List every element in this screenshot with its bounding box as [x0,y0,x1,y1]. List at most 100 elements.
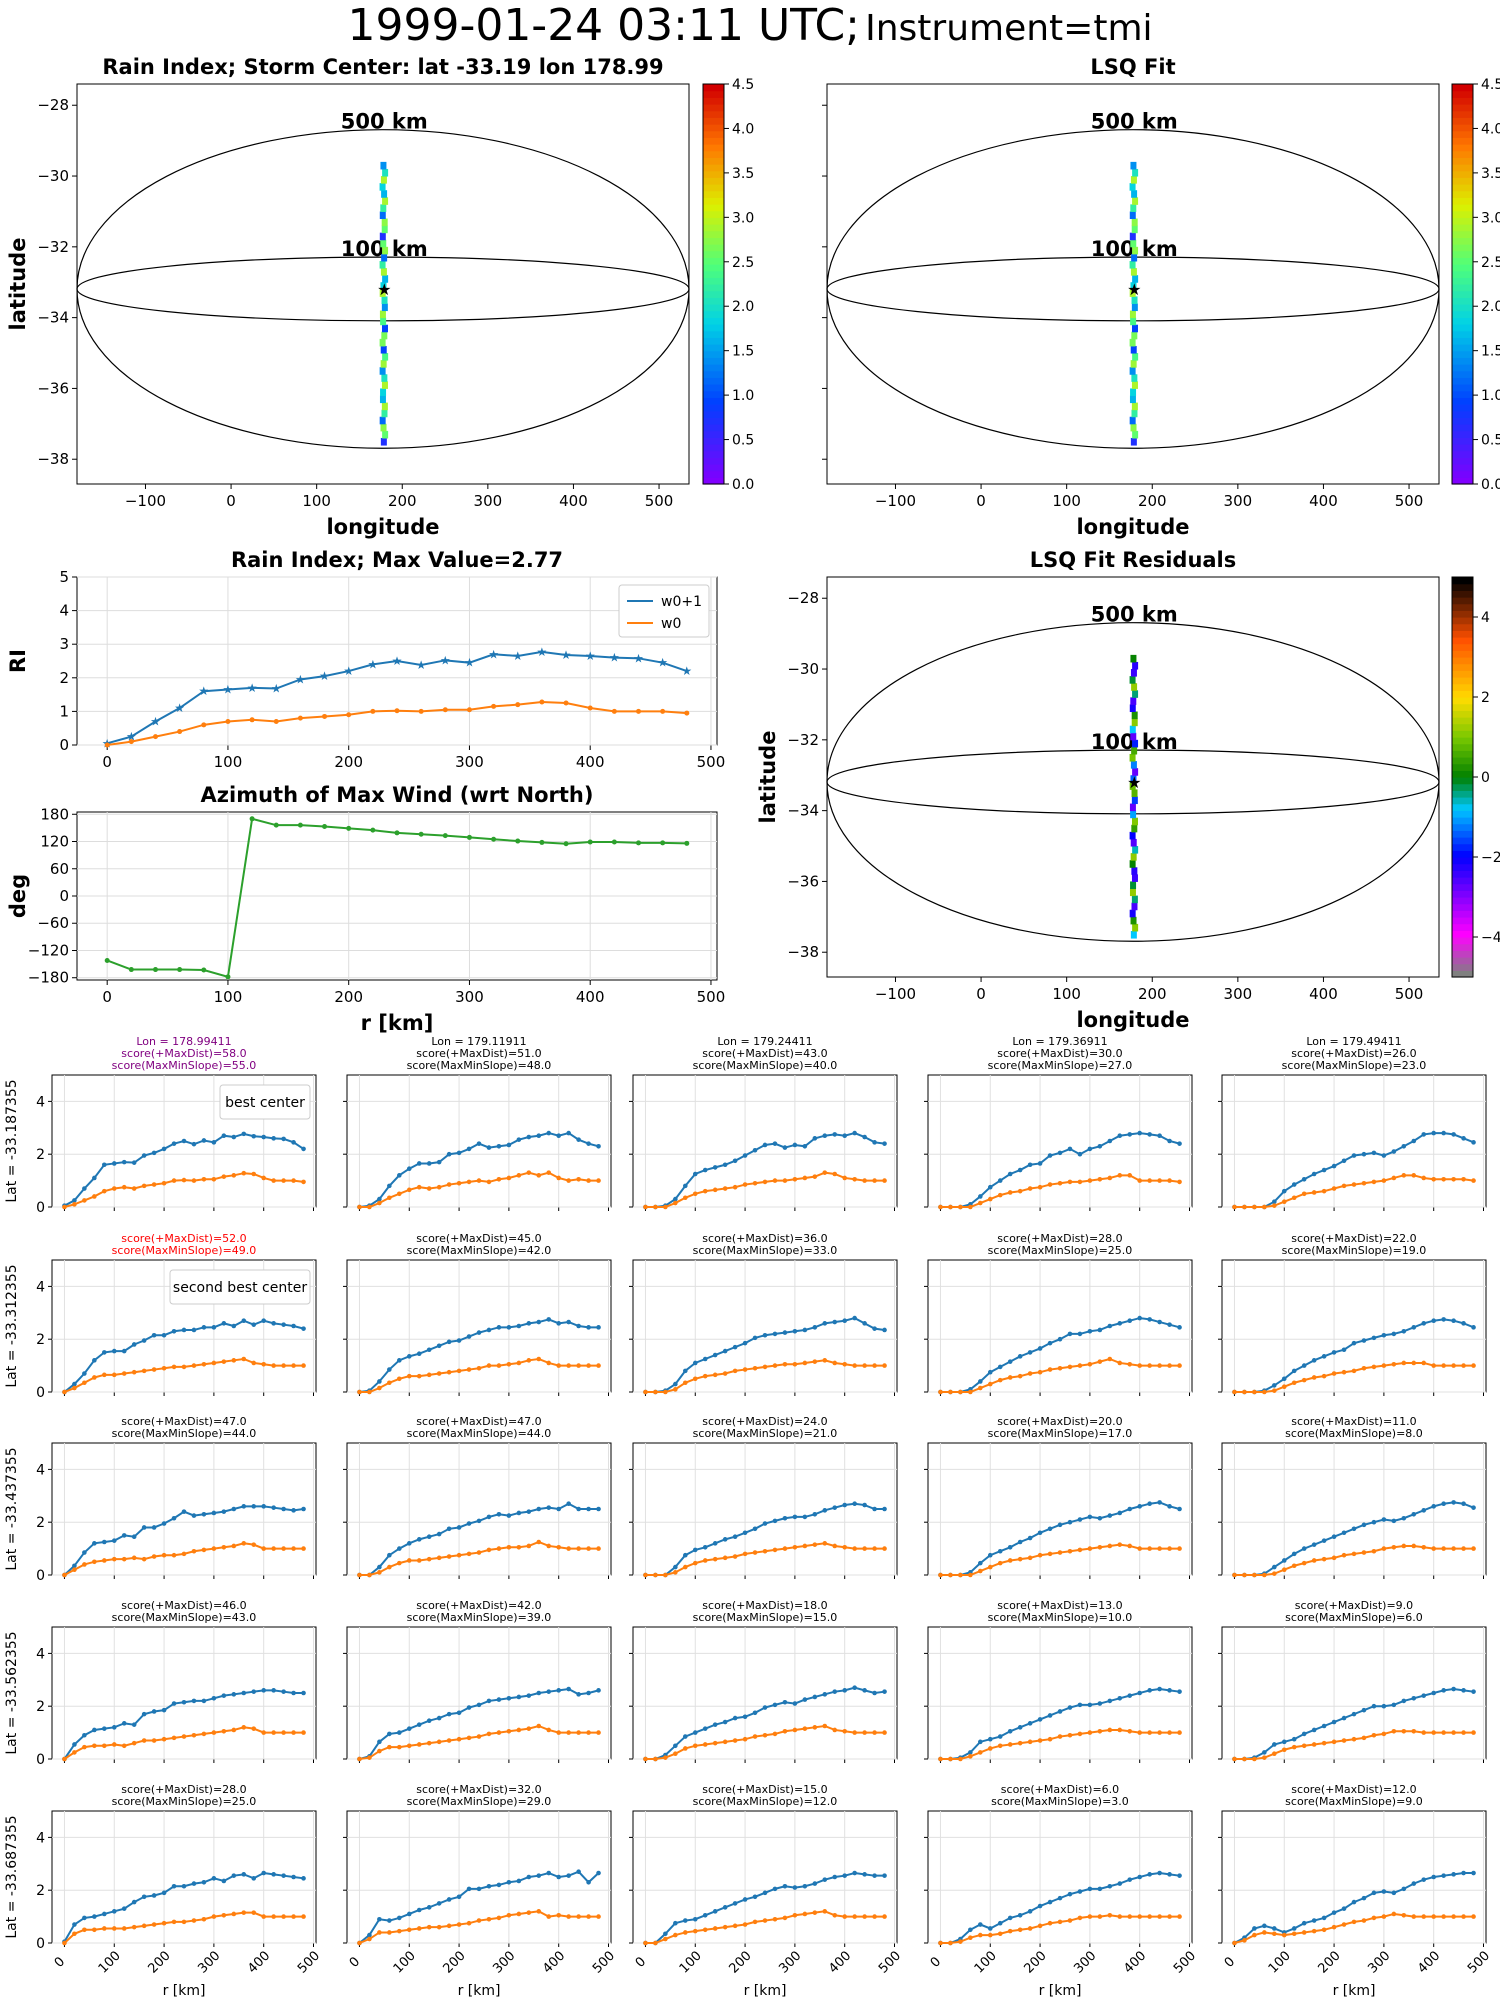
grid-point [102,1539,107,1545]
grid-point [506,1728,512,1734]
grid-ytick-label: 0 [36,1568,45,1584]
grid-point [191,1698,197,1704]
grid-point [596,1688,601,1693]
grid-point [872,1326,877,1331]
grid-point [683,1734,688,1739]
grid-point [476,1178,482,1183]
grid-point [968,1935,973,1941]
grid-point [852,1176,857,1182]
rain_index-point [249,717,255,723]
grid-point [1331,1910,1337,1915]
grid-panel-title-line: score(MaxMinSlope)=15.0 [693,1611,838,1624]
rain_map-colorbar-cell [703,350,724,358]
rain_map-colorbar-cell [703,437,724,445]
grid-point [426,1347,432,1353]
grid-point [131,1740,137,1746]
grid-point [1047,1182,1053,1187]
rain_map-colorbar-frame [702,83,725,485]
grid-point [762,1890,768,1896]
grid-xtick-label: 300 [776,1948,804,1976]
grid-point [191,1363,197,1368]
grid-point [387,1367,392,1372]
grid-panel-r2-c2: score(+MaxDist)=24.0score(MaxMinSlope)=2… [629,1415,898,1579]
residuals_map-swath-cell [1130,654,1137,663]
grid-point [1177,1873,1182,1878]
grid-point [782,1145,788,1150]
grid-panel-title-line: score(+MaxDist)=32.0 [416,1783,541,1796]
lsq_map-colorbar-cell [1452,410,1473,418]
grid-point [1451,1176,1456,1182]
grid-point [722,1555,728,1561]
grid-point [251,1876,257,1881]
grid-panel-title-line: score(MaxMinSlope)=8.0 [1285,1427,1423,1440]
grid-point [882,1141,887,1146]
grid-point [456,1180,462,1186]
grid-point [526,1170,532,1175]
grid-point [1232,1940,1237,1946]
grid-point [111,1538,117,1543]
grid-point [301,1326,306,1331]
azimuth-ytick-label: 120 [40,833,69,851]
grid-point [406,1354,412,1359]
grid-point [546,1689,552,1694]
grid-point [62,1940,67,1946]
grid-point [131,1722,137,1727]
grid-point [1087,1361,1093,1367]
rain_map-colorbar-cell [703,224,724,232]
grid-point [121,1721,127,1726]
grid-point [732,1184,738,1190]
rain_map-swath-cell [380,345,387,354]
grid-point [281,1506,286,1512]
grid-point [1017,1927,1023,1933]
grid-point [131,1186,137,1191]
grid-point [1127,1132,1133,1137]
grid-xtick-label: 0 [928,1954,944,1970]
grid-point [1471,1730,1476,1735]
grid-panel-title-line: Lon = 179.49411 [1306,1035,1401,1048]
grid-point [742,1714,748,1720]
grid-point [92,1541,97,1546]
grid-point [1147,1730,1152,1735]
azimuth-point [587,839,593,845]
grid-point [556,1544,561,1550]
residuals_map-swath-cell [1130,810,1137,819]
grid-point [987,1932,993,1938]
grid-point [231,1323,237,1329]
grid-point [387,1918,392,1923]
grid-ytick-label: 4 [36,1646,45,1662]
grid-point [291,1874,296,1880]
grid-point [643,1940,648,1946]
grid-panel-title-line: score(+MaxDist)=6.0 [1001,1783,1119,1796]
residuals_map-colorbar-cell [1452,883,1473,891]
rain_index-point: ★ [319,669,330,683]
grid-point [1097,1176,1103,1182]
grid-point [653,1389,658,1395]
grid-point [82,1198,87,1203]
grid-point [1067,1891,1073,1897]
grid-point [1311,1727,1317,1733]
grid-point [938,1940,943,1946]
grid-point [1067,1548,1073,1554]
residuals_map-colorbar-cell [1452,810,1473,818]
grid-point [121,1184,127,1190]
grid-point [191,1327,197,1333]
rain_map-colorbar-cell [703,237,724,245]
residuals_map-swath-cell [1129,909,1136,918]
grid-point [1157,1914,1162,1919]
azimuth-title: Azimuth of Max Wind (wrt North) [201,783,594,807]
grid-point [436,1371,442,1376]
azimuth-ytick-label: −180 [28,969,69,987]
grid-point [832,1912,838,1918]
grid-point [862,1872,867,1877]
grid-point [772,1331,778,1337]
grid-point [72,1563,77,1569]
grid-point [1107,1356,1113,1362]
grid-point [872,1506,877,1512]
rain_map-xtick-label: 0 [226,492,236,510]
grid-xtick-label: 400 [1415,1948,1443,1976]
grid-point [872,1363,877,1368]
grid-point [1361,1918,1367,1923]
residuals_map-colorbar-cell [1452,943,1473,951]
grid-point [466,1920,472,1926]
grid-point [536,1690,542,1696]
